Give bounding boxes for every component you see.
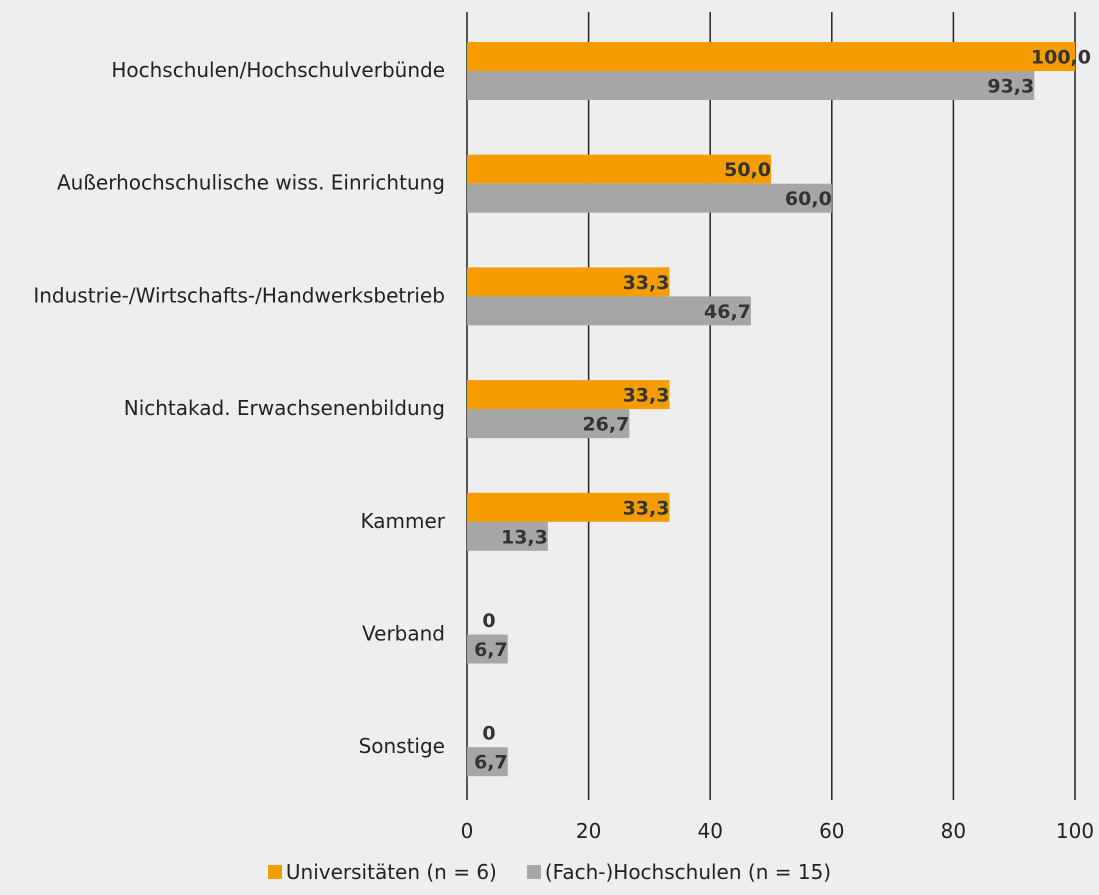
legend-item-universitaeten: Universitäten (n = 6) [267, 860, 497, 884]
legend: Universitäten (n = 6) (Fach-)Hochschulen… [0, 860, 1099, 884]
category-label-1: Außerhochschulische wiss. Einrichtung [57, 171, 445, 195]
category-label-6: Sonstige [359, 734, 445, 758]
x-tick-label-80: 80 [941, 819, 966, 843]
bar-chart-svg: 0 20 40 60 80 100 Hochschulen/Hochschulverbünd… [33, 12, 1094, 843]
bar-s1-c5 [467, 634, 508, 664]
value-label-s1-c6: 6,7 [474, 752, 508, 774]
bar-s0-c0 [467, 42, 1075, 71]
value-label-s0-c2: 33,3 [623, 272, 670, 294]
value-label-s0-c6: 0 [482, 723, 495, 745]
bar-s1-c4 [467, 521, 548, 551]
x-tick-label-60: 60 [819, 819, 844, 843]
value-label-s1-c2: 46,7 [704, 301, 751, 323]
category-label-0: Hochschulen/Hochschulverbünde [111, 58, 445, 82]
bar-s0-c2 [467, 267, 670, 297]
category-label-3: Nichtakad. Erwachsenenbildung [124, 396, 445, 420]
bar-s1-c0 [467, 71, 1035, 100]
bar-s1-c2 [467, 296, 751, 326]
legend-label-fachhochschulen: (Fach-)Hochschulen (n = 15) [544, 860, 832, 884]
x-tick-label-0: 0 [461, 819, 474, 843]
value-label-s0-c3: 33,3 [623, 385, 670, 407]
bar-s0-c3 [467, 380, 670, 410]
category-label-5: Verband [362, 622, 445, 646]
legend-swatch-universitaeten [267, 865, 282, 879]
value-label-s1-c1: 60,0 [785, 188, 832, 210]
bar-s0-c1 [467, 154, 771, 184]
value-label-s0-c1: 50,0 [724, 159, 771, 181]
value-label-s1-c3: 26,7 [582, 414, 629, 436]
x-tick-label-40: 40 [697, 819, 722, 843]
value-label-s1-c0: 93,3 [987, 76, 1034, 98]
value-label-s0-c4: 33,3 [623, 497, 670, 519]
category-label-4: Kammer [360, 509, 445, 533]
value-label-s0-c5: 0 [482, 610, 495, 632]
value-label-s0-c0: 100,0 [1031, 47, 1091, 69]
bar-s1-c3 [467, 409, 630, 439]
bar-s1-c1 [467, 183, 832, 213]
value-label-s1-c5: 6,7 [474, 639, 508, 661]
legend-swatch-fachhochschulen [526, 865, 541, 879]
bar-s1-c6 [467, 747, 508, 777]
legend-label-universitaeten: Universitäten (n = 6) [285, 860, 497, 884]
value-label-s1-c4: 13,3 [501, 526, 548, 548]
legend-item-fachhochschulen: (Fach-)Hochschulen (n = 15) [526, 860, 832, 884]
category-label-2: Industrie-/Wirtschafts-/Handwerksbetrieb [33, 283, 445, 307]
x-tick-label-100: 100 [1056, 819, 1094, 843]
bar-s0-c4 [467, 492, 670, 522]
x-tick-label-20: 20 [576, 819, 601, 843]
